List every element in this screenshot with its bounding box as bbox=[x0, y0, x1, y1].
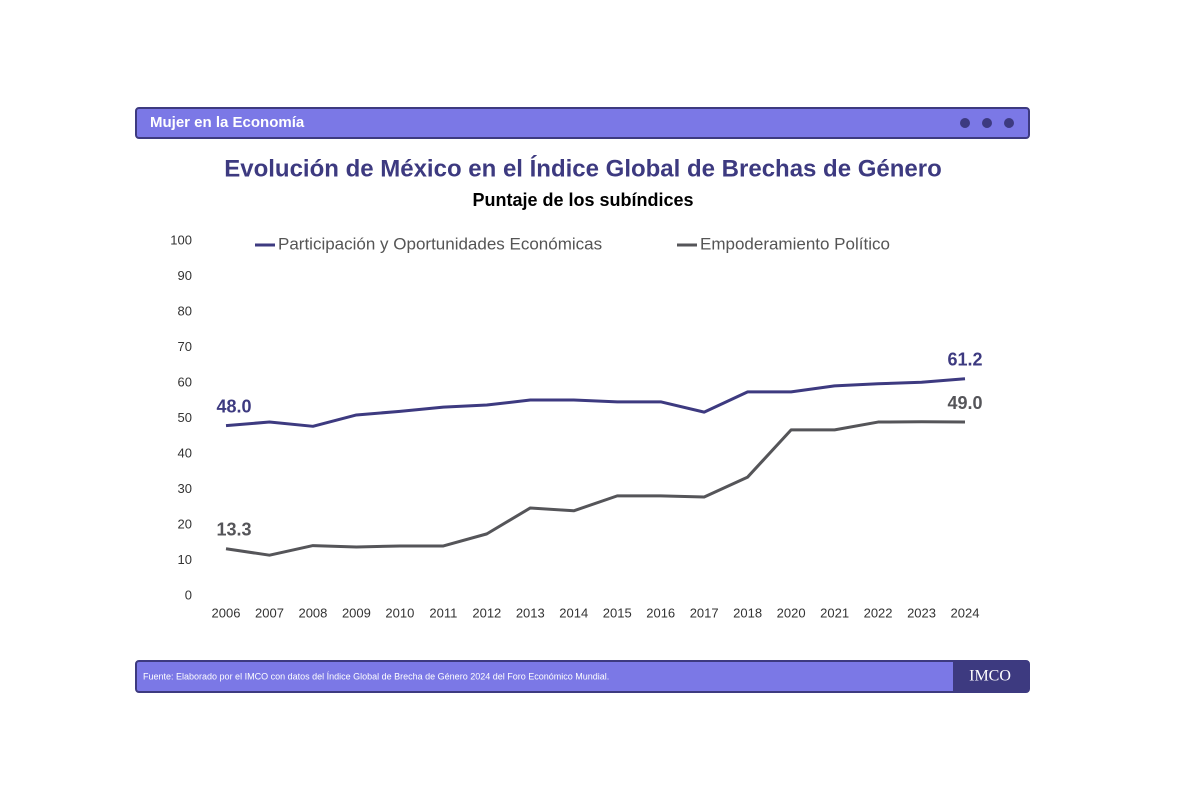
y-tick-label: 10 bbox=[178, 552, 192, 567]
source-note: Fuente: Elaborado por el IMCO con datos … bbox=[143, 671, 609, 681]
y-tick-label: 0 bbox=[185, 587, 192, 602]
menu-dot[interactable] bbox=[960, 118, 970, 128]
x-tick-label: 2020 bbox=[777, 605, 806, 620]
series-line bbox=[225, 377, 966, 428]
data-label: 61.2 bbox=[947, 349, 982, 369]
y-tick-label: 60 bbox=[178, 374, 192, 389]
y-tick-label: 100 bbox=[170, 232, 192, 247]
y-tick-label: 90 bbox=[178, 268, 192, 283]
y-tick-label: 30 bbox=[178, 481, 192, 496]
logo: IMCO bbox=[969, 668, 1011, 685]
x-tick-label: 2007 bbox=[255, 605, 284, 620]
x-tick-label: 2011 bbox=[429, 605, 457, 620]
chart-subtitle: Puntaje de los subíndices bbox=[472, 190, 693, 210]
x-tick-label: 2024 bbox=[951, 605, 980, 620]
x-tick-label: 2017 bbox=[690, 605, 719, 620]
legend-label: Participación y Oportunidades Económicas bbox=[278, 234, 602, 253]
header-bar bbox=[135, 107, 1030, 139]
x-tick-label: 2023 bbox=[907, 605, 936, 620]
x-tick-label: 2021 bbox=[820, 605, 849, 620]
x-tick-label: 2010 bbox=[385, 605, 414, 620]
chart-title: Evolución de México en el Índice Global … bbox=[224, 154, 942, 182]
x-tick-label: 2013 bbox=[516, 605, 545, 620]
x-tick-label: 2016 bbox=[646, 605, 675, 620]
data-label: 48.0 bbox=[216, 396, 251, 416]
y-tick-label: 80 bbox=[178, 303, 192, 318]
x-tick-label: 2022 bbox=[864, 605, 893, 620]
y-tick-label: 20 bbox=[178, 516, 192, 531]
series-line bbox=[225, 420, 966, 557]
y-tick-label: 40 bbox=[178, 445, 192, 460]
x-tick-label: 2012 bbox=[472, 605, 501, 620]
x-tick-label: 2018 bbox=[733, 605, 762, 620]
x-tick-label: 2006 bbox=[212, 605, 241, 620]
data-label: 13.3 bbox=[216, 520, 251, 540]
legend-label: Empoderamiento Político bbox=[700, 234, 890, 253]
x-tick-label: 2008 bbox=[298, 605, 327, 620]
section-title: Mujer en la Economía bbox=[150, 114, 305, 131]
x-tick-label: 2015 bbox=[603, 605, 632, 620]
data-label: 49.0 bbox=[947, 393, 982, 413]
x-tick-label: 2009 bbox=[342, 605, 371, 620]
menu-dot[interactable] bbox=[982, 118, 992, 128]
y-tick-label: 70 bbox=[178, 339, 192, 354]
menu-dot[interactable] bbox=[1004, 118, 1014, 128]
y-tick-label: 50 bbox=[178, 410, 192, 425]
footer-bar bbox=[135, 660, 1030, 693]
logo-box bbox=[953, 662, 1028, 691]
x-tick-label: 2014 bbox=[559, 605, 588, 620]
